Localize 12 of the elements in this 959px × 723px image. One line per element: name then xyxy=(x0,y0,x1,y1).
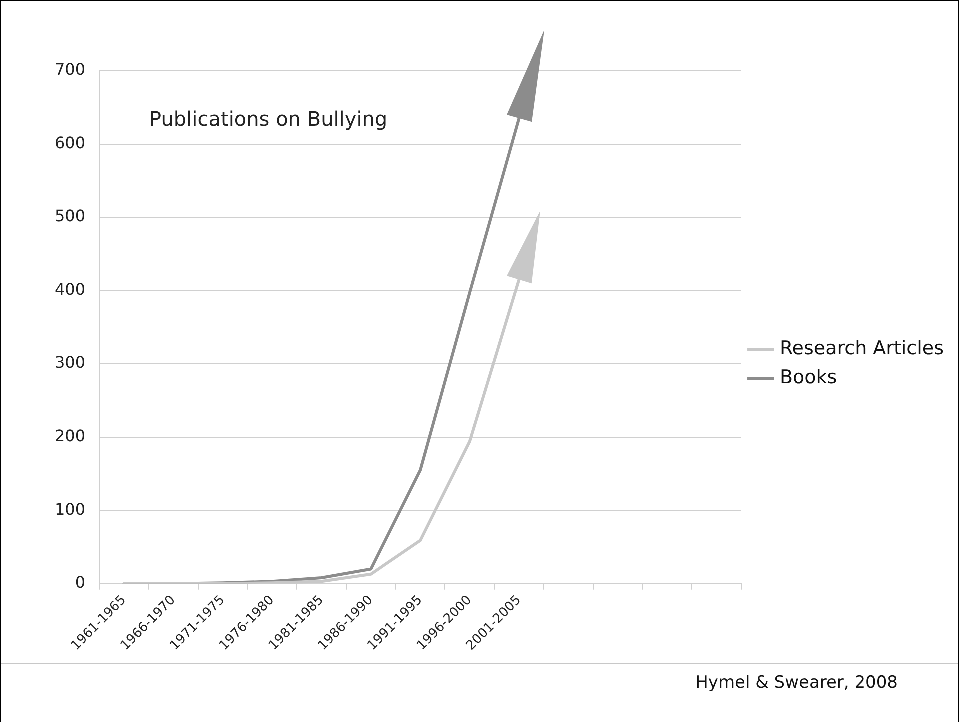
legend-label: Books xyxy=(780,366,838,388)
y-tick-label: 200 xyxy=(54,426,86,446)
y-tick-label: 0 xyxy=(75,573,86,592)
text: Hymel & Swearer, 2008 xyxy=(696,673,898,693)
y-tick-label: 100 xyxy=(54,500,86,519)
y-tick-label: 400 xyxy=(54,280,86,299)
y-tick-label: 700 xyxy=(54,60,86,80)
legend-label: Research Articles xyxy=(780,337,944,360)
y-tick-label: 600 xyxy=(54,133,86,152)
text: Publications on Bullying xyxy=(150,107,388,132)
y-tick-label: 500 xyxy=(54,206,86,226)
y-tick-label: 300 xyxy=(54,353,86,372)
